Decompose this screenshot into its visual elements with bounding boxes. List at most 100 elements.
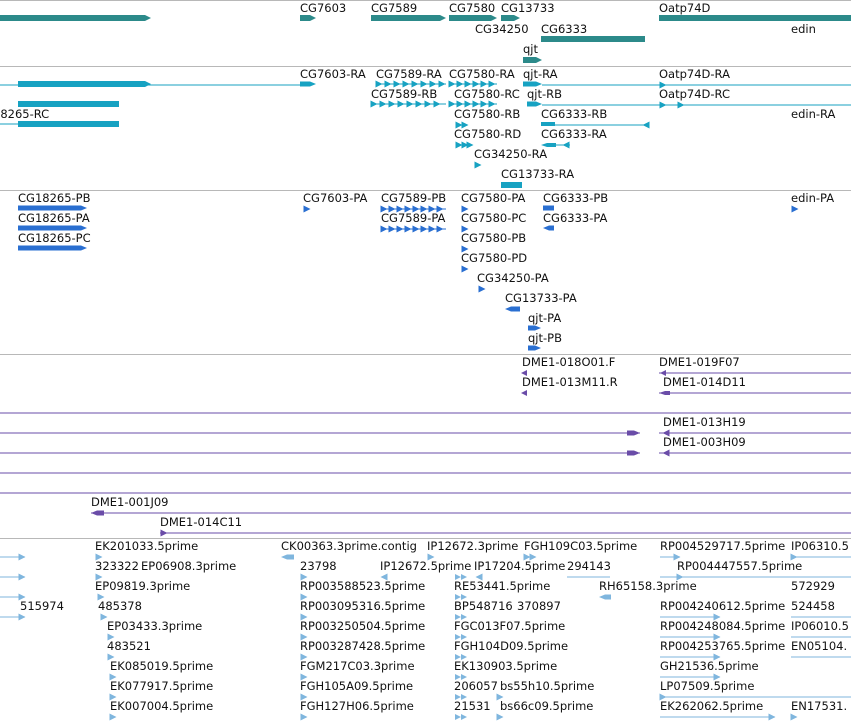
gene-glyph[interactable]	[523, 57, 542, 63]
feature-label[interactable]: FGH109C03.5prime	[524, 539, 638, 553]
transcript-CG7580-RC-exon[interactable]	[488, 100, 496, 108]
feature-label[interactable]: CG7580-RC	[454, 87, 520, 101]
feature-label[interactable]: RP003588523.5prime	[300, 579, 426, 593]
est-glyph[interactable]	[300, 573, 308, 581]
transcript-exon[interactable]	[677, 101, 685, 109]
protein-CG7589-PA-exon[interactable]	[380, 225, 388, 233]
feature-label[interactable]: RP003287428.5prime	[300, 639, 426, 653]
gene-glyph[interactable]	[0, 15, 151, 21]
feature-label[interactable]: qjt	[523, 42, 539, 56]
est-glyph[interactable]	[95, 573, 103, 581]
feature-label[interactable]: bs55h10.5prime	[500, 679, 595, 693]
feature-label[interactable]: RP004253765.5prime	[660, 639, 786, 653]
transcript-CG7589-RA-exon[interactable]	[438, 80, 446, 88]
est-glyph[interactable]	[455, 674, 461, 680]
protein-glyph[interactable]	[461, 245, 469, 253]
est-glyph[interactable]	[713, 673, 721, 681]
feature-label[interactable]: CG34250-PA	[477, 271, 549, 285]
feature-label[interactable]: EK130903.5prime	[454, 659, 558, 673]
est-glyph[interactable]	[300, 673, 308, 681]
protein-glyph[interactable]	[543, 205, 554, 211]
feature-label[interactable]: EN05104.	[791, 639, 848, 653]
transcript-CG7589-RB-exon[interactable]	[424, 100, 432, 108]
protein-glyph[interactable]	[791, 205, 799, 213]
transcript-exon[interactable]	[541, 143, 556, 147]
transcript-CG7589-RA-exon[interactable]	[411, 80, 419, 88]
transcript-CG7589-RB-exon[interactable]	[379, 100, 387, 108]
feature-label[interactable]: EP09819.3prime	[95, 579, 191, 593]
est-glyph[interactable]	[380, 573, 388, 581]
est-glyph[interactable]	[109, 693, 117, 701]
transcript-exon[interactable]	[300, 81, 316, 87]
feature-label[interactable]: CG7603-PA	[303, 191, 368, 205]
transcript-exon[interactable]	[466, 141, 474, 149]
transcript-exon[interactable]	[642, 121, 650, 129]
est-glyph[interactable]	[713, 633, 721, 641]
est-glyph[interactable]	[455, 574, 461, 580]
protein-CG7589-PB-exon[interactable]	[380, 205, 388, 213]
transcript-exon[interactable]	[659, 81, 667, 89]
est-glyph[interactable]	[455, 714, 461, 720]
clone-glyph[interactable]	[160, 529, 168, 537]
clone-glyph[interactable]	[521, 370, 527, 376]
feature-label[interactable]: qjt-PB	[528, 331, 562, 345]
transcript-CG7580-RC-exon[interactable]	[464, 100, 472, 108]
est-glyph[interactable]	[18, 573, 26, 581]
feature-label[interactable]: IP12672.3prime	[427, 539, 519, 553]
transcript-exon[interactable]	[541, 122, 555, 126]
feature-label[interactable]: CG7589-PB	[381, 191, 447, 205]
clone-glyph[interactable]	[627, 430, 640, 436]
est-glyph[interactable]	[475, 573, 483, 581]
est-glyph[interactable]	[461, 674, 467, 680]
gene-glyph[interactable]	[300, 15, 316, 21]
feature-label[interactable]: IP06010.5	[791, 619, 849, 633]
feature-label[interactable]: EP06908.3prime	[141, 559, 237, 573]
feature-label[interactable]: RP003250504.5prime	[300, 619, 426, 633]
est-glyph[interactable]	[768, 713, 776, 721]
protein-glyph[interactable]	[461, 265, 469, 273]
feature-label[interactable]: BP548716	[454, 599, 513, 613]
feature-label[interactable]: RP004447557.5prime	[677, 559, 803, 573]
feature-label[interactable]: FGH105A09.5prime	[300, 679, 414, 693]
protein-glyph[interactable]	[528, 325, 541, 331]
transcript-CG7589-RA-exon[interactable]	[402, 80, 410, 88]
feature-label[interactable]: CG6333-PA	[543, 211, 608, 225]
est-glyph[interactable]	[673, 553, 681, 561]
transcript-CG7589-RA-exon[interactable]	[384, 80, 392, 88]
feature-label[interactable]: IP06310.5	[791, 539, 849, 553]
feature-label[interactable]: CG18265-PC	[18, 231, 91, 245]
feature-label[interactable]: FGC013F07.5prime	[454, 619, 566, 633]
feature-label[interactable]: CG7580	[449, 1, 496, 15]
est-glyph[interactable]	[427, 553, 435, 561]
transcript-CG7580-RA-exon[interactable]	[488, 80, 496, 88]
transcript-CG7580-RC-exon[interactable]	[480, 100, 488, 108]
est-glyph[interactable]	[790, 553, 798, 561]
feature-label[interactable]: Oatp74D-RC	[659, 87, 730, 101]
protein-glyph[interactable]	[18, 245, 87, 251]
protein-CG7589-PB-exon[interactable]	[404, 205, 412, 213]
est-glyph[interactable]	[281, 554, 294, 560]
feature-label[interactable]: CG7589	[371, 1, 418, 15]
transcript-exon[interactable]	[18, 81, 151, 87]
protein-CG7589-PA-exon[interactable]	[396, 225, 404, 233]
protein-glyph[interactable]	[18, 205, 87, 211]
feature-label[interactable]: FGH104D09.5prime	[454, 639, 569, 653]
protein-CG7589-PA-exon[interactable]	[412, 225, 420, 233]
transcript-CG7589-RA-exon[interactable]	[375, 80, 383, 88]
est-glyph[interactable]	[599, 594, 611, 600]
clone-glyph[interactable]	[521, 390, 527, 396]
est-glyph[interactable]	[496, 693, 504, 701]
gene-glyph[interactable]	[541, 36, 645, 42]
protein-glyph[interactable]	[478, 285, 486, 293]
transcript-CG7589-RB-exon[interactable]	[406, 100, 414, 108]
est-glyph[interactable]	[676, 573, 684, 581]
feature-label[interactable]: EN17531.	[791, 699, 848, 713]
feature-label[interactable]: CG7580-RD	[454, 127, 522, 141]
transcript-CG7580-RC-exon[interactable]	[448, 100, 456, 108]
feature-label[interactable]: CG7580-PD	[461, 251, 528, 265]
feature-label[interactable]: EP03433.3prime	[107, 619, 203, 633]
transcript-exon[interactable]	[501, 182, 522, 188]
feature-label[interactable]: 485378	[98, 599, 142, 613]
est-glyph[interactable]	[107, 653, 115, 661]
